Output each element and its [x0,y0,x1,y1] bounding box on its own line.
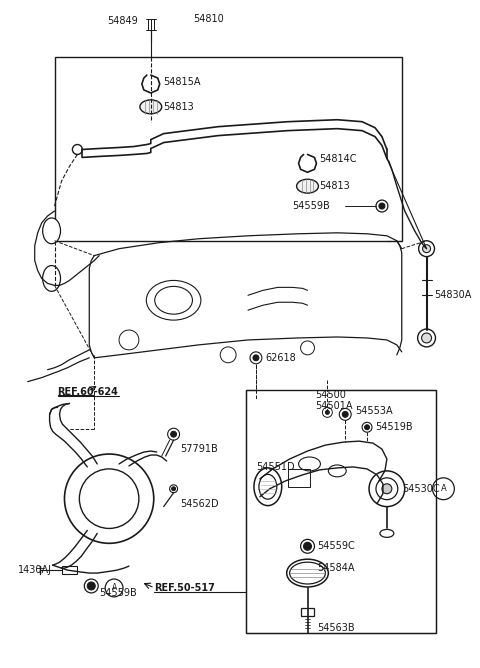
Circle shape [169,485,178,493]
Text: 54501A: 54501A [315,401,353,411]
Ellipse shape [289,562,325,584]
Ellipse shape [299,457,321,471]
Text: 54813: 54813 [319,181,350,191]
Circle shape [300,341,314,355]
Ellipse shape [43,266,60,291]
Circle shape [419,240,434,257]
Bar [61,566,77,574]
Circle shape [172,487,176,491]
Text: 54562D: 54562D [180,498,219,508]
Ellipse shape [155,287,192,314]
Text: 54815A: 54815A [164,77,201,87]
Circle shape [339,408,351,420]
Text: REF.60-624: REF.60-624 [58,387,119,397]
Ellipse shape [259,474,277,499]
Circle shape [170,432,177,437]
Circle shape [87,582,95,590]
Text: A: A [111,583,117,593]
Circle shape [168,428,180,440]
Circle shape [369,471,405,506]
Circle shape [323,407,332,418]
Text: 54584A: 54584A [317,563,355,573]
Text: REF.50-517: REF.50-517 [154,583,215,593]
Text: A: A [441,484,446,493]
Text: 54559B: 54559B [99,588,137,598]
Circle shape [379,203,385,209]
Text: 54553A: 54553A [355,406,393,416]
Circle shape [325,410,329,414]
Circle shape [105,579,123,597]
Circle shape [79,469,139,528]
Bar [55,57,402,240]
Circle shape [72,144,83,154]
Text: 1430AJ: 1430AJ [18,565,52,575]
Circle shape [362,422,372,432]
Circle shape [253,355,259,361]
Text: 54551D: 54551D [256,462,295,472]
Ellipse shape [287,559,328,587]
Circle shape [84,579,98,593]
Text: 54813: 54813 [164,102,194,112]
Circle shape [300,539,314,553]
Text: 54810: 54810 [193,13,224,23]
Text: 57791B: 57791B [180,444,218,454]
Bar [246,389,436,633]
Text: 54563B: 54563B [317,623,355,633]
Text: 62618: 62618 [266,353,297,363]
Circle shape [376,478,398,500]
Text: 54814C: 54814C [319,154,357,164]
Circle shape [342,411,348,418]
Text: 54830A: 54830A [434,291,472,301]
Circle shape [303,542,312,550]
Circle shape [376,200,388,212]
Circle shape [220,347,236,363]
Bar [288,469,310,487]
Circle shape [365,425,370,430]
Bar [300,608,314,616]
Ellipse shape [43,218,60,244]
Circle shape [64,454,154,543]
Ellipse shape [297,179,318,193]
Ellipse shape [140,100,162,114]
Text: 54849: 54849 [107,15,138,25]
Circle shape [250,352,262,364]
Text: 54500: 54500 [315,389,347,399]
Circle shape [382,484,392,494]
Text: 54559C: 54559C [317,541,355,551]
Circle shape [421,333,432,343]
Text: 54519B: 54519B [375,422,413,432]
Ellipse shape [146,281,201,320]
Ellipse shape [380,530,394,537]
Circle shape [119,330,139,350]
Text: 54559B: 54559B [293,201,330,211]
Circle shape [418,329,435,347]
Ellipse shape [254,468,282,506]
Ellipse shape [328,465,346,477]
Text: 54530C: 54530C [402,484,439,494]
Circle shape [422,244,431,253]
Circle shape [432,478,455,500]
